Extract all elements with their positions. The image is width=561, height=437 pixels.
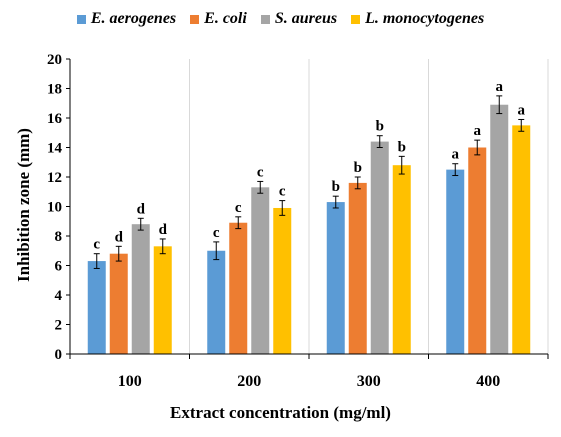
significance-label: c	[279, 184, 286, 200]
significance-label: a	[518, 102, 526, 118]
legend-swatch	[76, 14, 86, 24]
significance-label: b	[398, 139, 406, 155]
y-tick-label: 12	[47, 170, 62, 186]
significance-label: b	[376, 119, 384, 135]
y-axis-title: Inhibition zone (mm)	[14, 128, 33, 282]
bar	[512, 125, 531, 354]
y-tick-label: 18	[47, 82, 62, 98]
x-tick-label: 200	[237, 373, 261, 390]
bar	[273, 207, 292, 354]
y-tick-label: 14	[47, 141, 63, 157]
significance-label: a	[452, 147, 460, 163]
legend-item: E. coli	[190, 10, 247, 28]
y-tick-label: 16	[47, 111, 63, 127]
significance-label: b	[332, 179, 340, 195]
legend-label: E. coli	[204, 10, 247, 27]
legend-item: L. monocytogenes	[351, 10, 484, 28]
bar	[131, 224, 150, 354]
bar	[87, 261, 106, 354]
bar	[251, 187, 270, 354]
x-axis-title: Extract concentration (mg/ml)	[170, 403, 391, 422]
legend-swatch	[260, 14, 270, 24]
y-tick-label: 6	[55, 259, 63, 275]
significance-label: d	[137, 201, 146, 217]
bar	[109, 253, 128, 354]
significance-label: a	[496, 79, 504, 95]
bar	[468, 147, 487, 354]
bar	[348, 182, 367, 354]
significance-label: c	[257, 164, 264, 180]
significance-label: c	[235, 200, 242, 216]
significance-label: a	[474, 123, 482, 139]
significance-label: d	[159, 222, 168, 238]
significance-label: d	[115, 229, 124, 245]
bar	[153, 246, 172, 354]
legend-swatch	[351, 14, 361, 24]
y-tick-label: 10	[47, 200, 62, 216]
legend-swatch	[190, 14, 200, 24]
significance-label: c	[213, 225, 220, 241]
bar	[446, 169, 465, 354]
bar	[207, 250, 226, 354]
y-tick-label: 8	[55, 229, 63, 245]
bar	[392, 165, 411, 354]
legend-label: E. aerogenes	[90, 10, 177, 27]
y-tick-label: 20	[47, 52, 62, 68]
legend: E. aerogenes E. coli S. aureus L. monocytog…	[0, 8, 561, 30]
y-tick-label: 4	[55, 288, 63, 304]
bar	[326, 202, 345, 354]
x-tick-label: 400	[476, 373, 500, 390]
bar	[490, 104, 509, 354]
bar	[370, 141, 389, 354]
bar	[229, 222, 248, 354]
x-tick-label: 300	[357, 373, 381, 390]
significance-label: b	[354, 160, 362, 176]
legend-label: L. monocytogenes	[365, 10, 485, 27]
significance-label: c	[93, 237, 100, 253]
legend-item: S. aureus	[260, 10, 338, 28]
legend-item: E. aerogenes	[76, 10, 177, 28]
y-tick-label: 2	[55, 318, 63, 334]
x-tick-label: 100	[118, 373, 142, 390]
y-tick-label: 0	[55, 347, 63, 363]
legend-label: S. aureus	[274, 10, 338, 27]
